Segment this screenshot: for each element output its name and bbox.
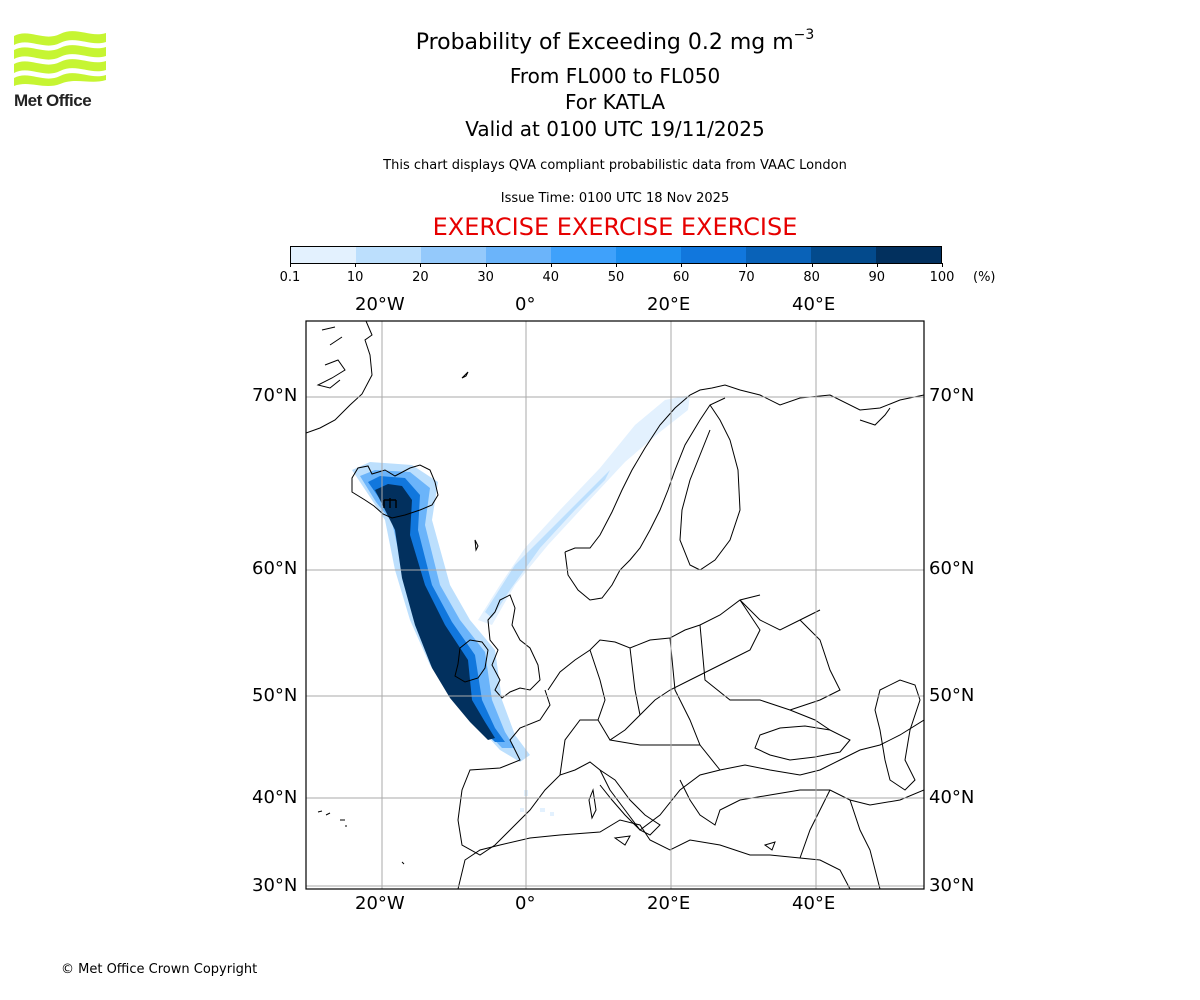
- colorbar-tick-label: 50: [607, 270, 625, 285]
- lon-label-bottom-0: 0°: [515, 893, 536, 914]
- colorbar-tick-label: 90: [868, 270, 886, 285]
- colorbar-tick: [550, 263, 552, 267]
- chart-title: Probability of Exceeding 0.2 mg m−3: [0, 27, 1200, 55]
- lat-label-left-30n: 30°N: [252, 875, 298, 896]
- flight-level-range: From FL000 to FL050: [509, 64, 721, 88]
- met-office-logo-text: Met Office: [14, 91, 92, 110]
- colorbar-segment: [486, 247, 551, 263]
- title-superscript: −3: [793, 27, 815, 43]
- colorbar-segment: [356, 247, 421, 263]
- colorbar-tick-label: 80: [803, 270, 820, 285]
- colorbar-tick-label: 100: [929, 270, 955, 285]
- colorbar-tick: [811, 263, 813, 267]
- colorbar-segment: [616, 247, 681, 263]
- met-office-waves-icon: [14, 31, 106, 86]
- colorbar-tick-label: 0.1: [279, 270, 301, 285]
- coastlines: [306, 321, 924, 889]
- title-text: Probability of Exceeding 0.2 mg m: [415, 30, 794, 55]
- exercise-banner: EXERCISE EXERCISE EXERCISE: [432, 213, 798, 241]
- gridlines: [306, 321, 924, 889]
- data-source-note: This chart displays QVA compliant probab…: [383, 158, 847, 173]
- lat-label-right-40n: 40°N: [929, 787, 975, 808]
- colorbar-tick-label: 10: [346, 270, 364, 285]
- colorbar-tick-label: 70: [738, 270, 755, 285]
- lon-label-bottom-40e: 40°E: [792, 893, 836, 914]
- lon-label-top-40e: 40°E: [792, 294, 836, 315]
- colorbar-unit: (%): [973, 270, 996, 285]
- lon-label-bottom-20w: 20°W: [355, 893, 405, 914]
- colorbar-tick: [876, 263, 878, 267]
- colorbar-segment: [291, 247, 356, 263]
- colorbar-segment: [681, 247, 746, 263]
- colorbar-tick: [681, 263, 683, 267]
- colorbar-tick: [746, 263, 748, 267]
- colorbar-segment: [551, 247, 616, 263]
- colorbar-segment: [811, 247, 876, 263]
- colorbar-tick-label: 20: [412, 270, 429, 285]
- colorbar-tick: [420, 263, 422, 267]
- colorbar-tick: [942, 263, 943, 267]
- met-office-logo: [14, 30, 106, 112]
- colorbar-segment: [876, 247, 941, 263]
- volcano-name: For KATLA: [565, 90, 665, 114]
- lon-label-bottom-20e: 20°E: [647, 893, 691, 914]
- lat-label-right-60n: 60°N: [929, 558, 975, 579]
- lon-label-top-20e: 20°E: [647, 294, 691, 315]
- lat-label-left-50n: 50°N: [252, 685, 298, 706]
- lat-label-left-70n: 70°N: [252, 385, 298, 406]
- colorbar-tick-label: 30: [477, 270, 494, 285]
- lat-label-left-40n: 40°N: [252, 787, 298, 808]
- colorbar-tick: [616, 263, 617, 267]
- lat-label-right-70n: 70°N: [929, 385, 975, 406]
- lon-label-top-0: 0°: [515, 294, 536, 315]
- colorbar-tick-label: 60: [672, 270, 690, 285]
- colorbar-tick: [290, 263, 291, 267]
- colorbar-tick-label: 40: [542, 270, 560, 285]
- valid-time: Valid at 0100 UTC 19/11/2025: [465, 117, 765, 141]
- colorbar-tick: [485, 263, 487, 267]
- map-frame: [305, 320, 925, 890]
- issue-time: Issue Time: 0100 UTC 18 Nov 2025: [500, 191, 730, 206]
- lon-label-top-20w: 20°W: [355, 294, 405, 315]
- lat-label-right-50n: 50°N: [929, 685, 975, 706]
- colorbar-tick: [355, 263, 357, 267]
- lat-label-right-30n: 30°N: [929, 875, 975, 896]
- colorbar-segment: [746, 247, 811, 263]
- colorbar-segment: [421, 247, 486, 263]
- copyright-notice: © Met Office Crown Copyright: [61, 962, 258, 977]
- lat-label-left-60n: 60°N: [252, 558, 298, 579]
